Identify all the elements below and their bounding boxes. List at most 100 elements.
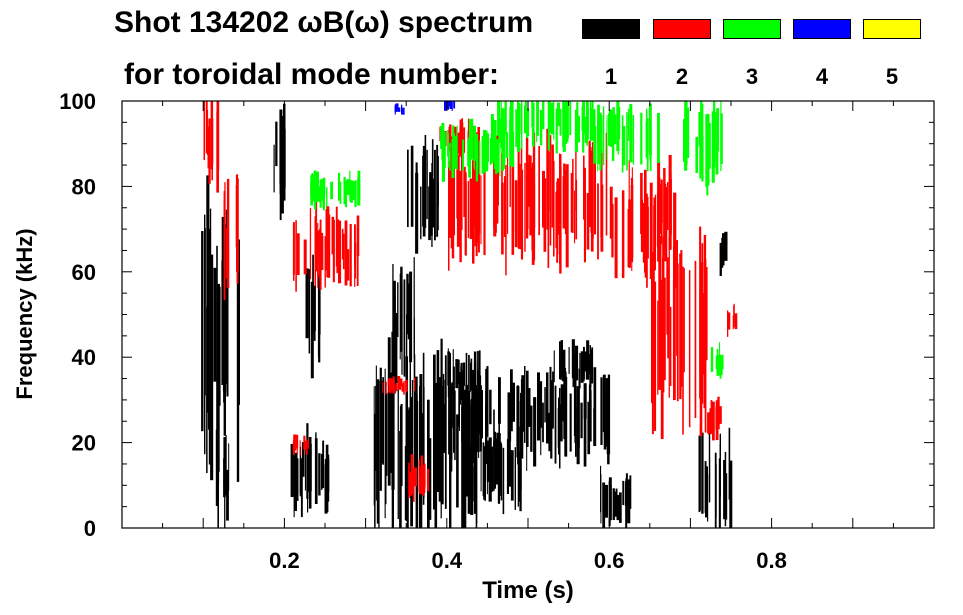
spectrum-region-mode-2 bbox=[292, 200, 360, 292]
spectrum-streak bbox=[554, 385, 557, 464]
spectrum-streak bbox=[526, 108, 530, 137]
spectrum-streak bbox=[446, 101, 449, 110]
spectrum-streak bbox=[440, 377, 442, 446]
spectrum-streak bbox=[462, 362, 466, 386]
spectrum-streak bbox=[701, 432, 704, 514]
spectrum-streak bbox=[478, 350, 481, 400]
spectrum-streak bbox=[374, 413, 376, 528]
spectrum-streak bbox=[317, 243, 319, 276]
spectrum-streak bbox=[538, 146, 540, 236]
spectrum-streak bbox=[420, 455, 424, 495]
spectrum-streak bbox=[357, 180, 359, 196]
spectrum-streak bbox=[453, 133, 456, 160]
spectrum-streak bbox=[447, 351, 450, 386]
spectrum-region-mode-2 bbox=[727, 303, 738, 337]
spectrum-streak bbox=[587, 354, 591, 375]
spectrum-streak bbox=[658, 235, 661, 390]
spectrum-streak bbox=[453, 401, 456, 453]
spectrum-streak bbox=[602, 482, 606, 528]
spectrum-streak bbox=[593, 367, 597, 446]
spectrum-streak bbox=[564, 170, 567, 235]
spectrum-streak bbox=[663, 277, 666, 381]
spectrum-streak bbox=[501, 108, 505, 153]
spectrum-region-mode-3 bbox=[710, 342, 724, 379]
spectrum-streak bbox=[493, 440, 497, 477]
spectrum-streak bbox=[593, 126, 597, 164]
spectrum-streak bbox=[520, 103, 523, 134]
legend-swatch-mode-4 bbox=[793, 19, 851, 39]
spectrum-streak bbox=[295, 220, 297, 292]
spectrum-streak bbox=[295, 458, 299, 501]
spectrum-streak bbox=[660, 279, 664, 439]
spectrum-streak bbox=[324, 236, 326, 288]
spectrum-streak bbox=[210, 335, 212, 439]
spectrum-streak bbox=[206, 306, 208, 474]
spectrum-streak bbox=[206, 175, 210, 413]
spectrum-streak bbox=[376, 379, 380, 524]
spectrum-streak bbox=[293, 452, 297, 511]
spectrum-streak bbox=[325, 444, 329, 513]
spectrum-region-mode-1 bbox=[439, 364, 611, 473]
spectrum-streak bbox=[578, 368, 580, 448]
spectrum-streak bbox=[517, 435, 519, 507]
spectrum-streak bbox=[507, 392, 511, 445]
spectrum-streak bbox=[606, 119, 608, 150]
spectrum-streak bbox=[580, 351, 584, 383]
spectrum-streak bbox=[673, 192, 677, 288]
spectrum-streak bbox=[423, 387, 425, 499]
spectrum-streak bbox=[478, 152, 480, 253]
spectrum-streak bbox=[524, 101, 527, 134]
spectrum-streak bbox=[486, 448, 488, 495]
legend-swatch-mode-2 bbox=[653, 19, 711, 39]
spectrum-streak bbox=[652, 252, 654, 333]
spectrum-streak bbox=[356, 227, 359, 286]
spectrum-streak bbox=[507, 152, 509, 234]
spectrum-streak bbox=[632, 115, 635, 165]
spectrum-streak bbox=[597, 183, 599, 260]
spectrum-streak bbox=[463, 166, 466, 217]
spectrum-region-mode-1 bbox=[447, 348, 482, 410]
spectrum-streak bbox=[597, 124, 599, 172]
spectrum-streak bbox=[226, 469, 229, 521]
spectrum-streak bbox=[487, 133, 489, 162]
spectrum-streak bbox=[627, 479, 631, 524]
spectrum-streak bbox=[422, 155, 426, 227]
spectrum-streak bbox=[415, 400, 419, 528]
spectrum-streak bbox=[559, 108, 562, 136]
spectrum-streak bbox=[461, 132, 463, 230]
spectrum-streak bbox=[408, 407, 411, 488]
spectrum-streak bbox=[556, 181, 559, 263]
spectrum-streak bbox=[314, 278, 316, 332]
spectrum-streak bbox=[698, 435, 701, 513]
spectrum-streak bbox=[491, 117, 495, 160]
spectrum-streak bbox=[629, 475, 632, 509]
legend-label-mode-2: 2 bbox=[675, 64, 689, 89]
spectrum-streak bbox=[673, 245, 676, 401]
spectrum-streak bbox=[667, 182, 669, 230]
spectrum-streak bbox=[720, 101, 722, 172]
spectrum-streak bbox=[583, 346, 585, 380]
spectrum-streak bbox=[580, 402, 583, 439]
spectrum-streak bbox=[493, 409, 495, 453]
spectrum-streak bbox=[449, 142, 451, 171]
spectrum-streak bbox=[719, 433, 721, 497]
spectrum-streak bbox=[506, 439, 509, 494]
spectrum-streak bbox=[646, 118, 649, 172]
spectrum-streak bbox=[449, 124, 452, 144]
spectrum-streak bbox=[381, 381, 384, 464]
spectrum-streak bbox=[524, 105, 526, 134]
spectrum-streak bbox=[408, 462, 410, 499]
spectrum-streak bbox=[459, 119, 463, 150]
spectrum-streak bbox=[471, 438, 473, 490]
spectrum-streak bbox=[531, 102, 535, 147]
spectrum-streak bbox=[603, 374, 606, 436]
spectrum-streak bbox=[660, 179, 663, 223]
spectrum-region-mode-1 bbox=[273, 103, 286, 221]
spectrum-streak bbox=[575, 145, 577, 211]
spectrum-streak bbox=[590, 390, 592, 442]
spectrum-streak bbox=[642, 203, 646, 263]
spectrum-streak bbox=[400, 404, 403, 486]
spectrum-streak bbox=[378, 381, 380, 528]
spectrum-streak bbox=[542, 170, 545, 228]
